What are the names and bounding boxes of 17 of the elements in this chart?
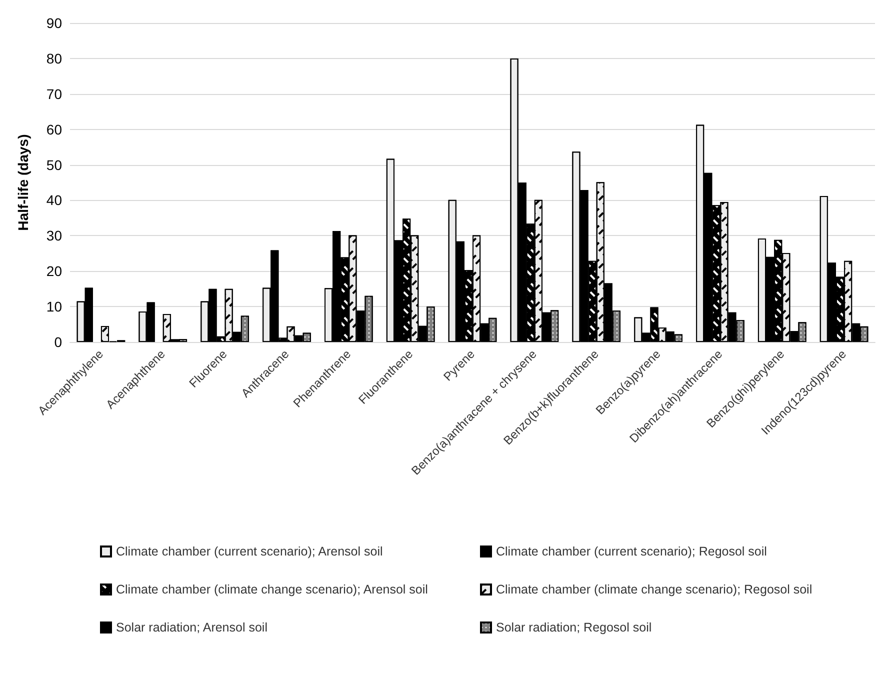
legend-label: Solar radiation; Regosol soil [496, 620, 652, 634]
legend-label: Solar radiation; Arensol soil [116, 620, 268, 634]
y-tick-label: 50 [46, 156, 62, 173]
y-tick-label: 30 [46, 228, 62, 244]
legend-label: Climate chamber (current scenario); Regosol soil [496, 544, 767, 558]
y-tick-label: 70 [46, 86, 62, 102]
y-tick-label: 0 [54, 334, 62, 350]
y-tick-label: 20 [46, 263, 62, 280]
y-tick-label: 60 [46, 121, 62, 138]
y-tick-label: 10 [46, 298, 62, 315]
y-tick-label: 90 [46, 15, 62, 31]
legend-label: Climate chamber (current scenario); Arensol soil [116, 544, 383, 558]
y-tick-label: 80 [46, 50, 62, 66]
y-axis-title: Half-life (days) [15, 134, 31, 231]
y-tick-label: 40 [46, 192, 62, 208]
legend-label: Climate chamber (climate change scenario); Regosol soil [496, 582, 812, 596]
legend-label: Climate chamber (climate change scenario); Arensol soil [116, 582, 428, 596]
